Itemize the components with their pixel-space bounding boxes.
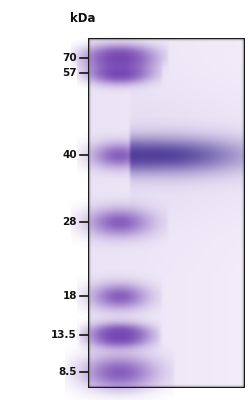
Text: kDa: kDa: [70, 12, 96, 24]
Text: 57: 57: [62, 68, 77, 78]
Text: 8.5: 8.5: [59, 367, 77, 377]
Text: 18: 18: [62, 291, 77, 301]
Text: 13.5: 13.5: [51, 330, 77, 340]
Text: 70: 70: [62, 53, 77, 63]
Text: 28: 28: [62, 217, 77, 227]
Text: 40: 40: [62, 150, 77, 160]
